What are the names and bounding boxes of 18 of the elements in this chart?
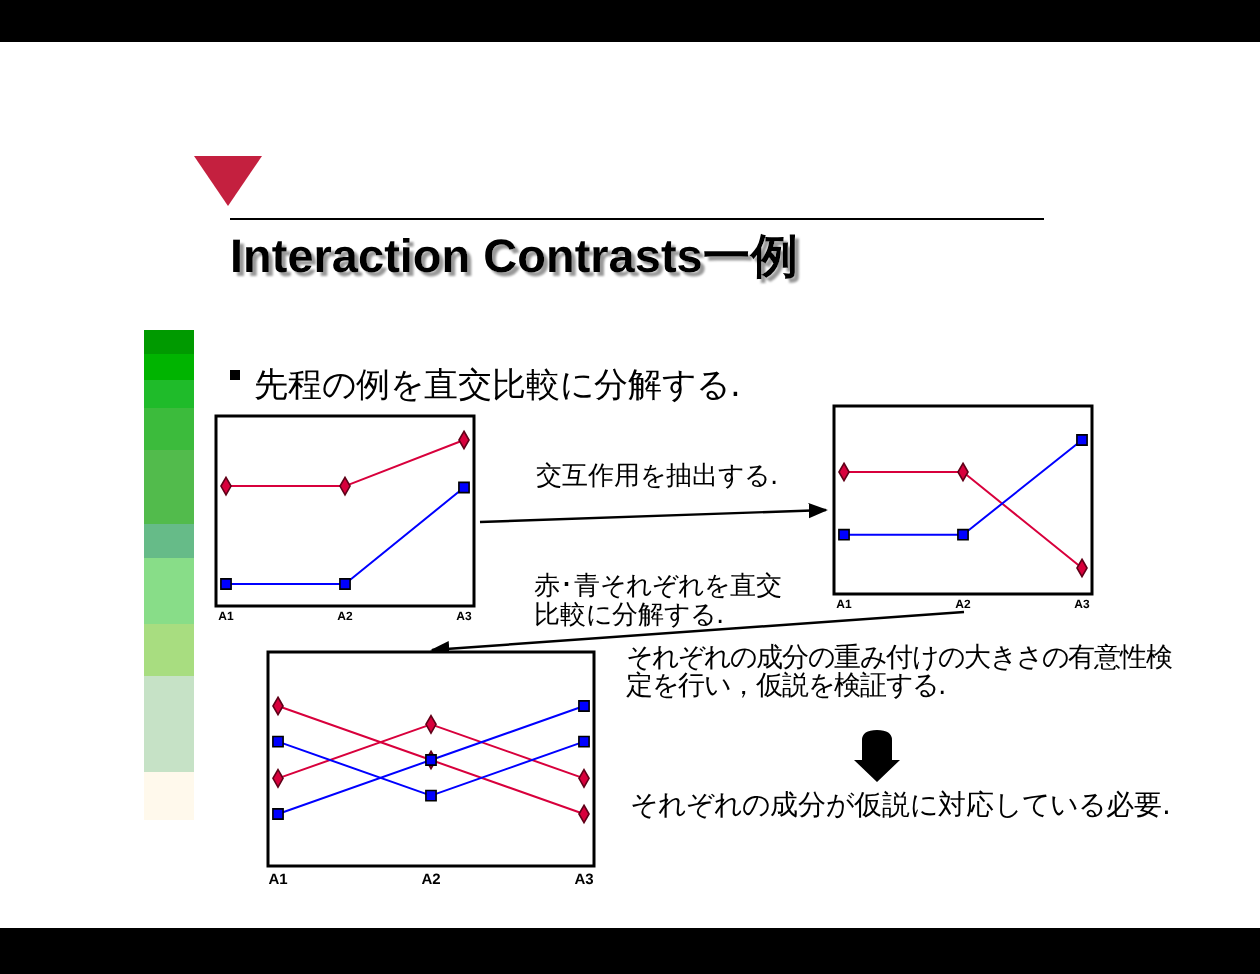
text: 赤･青それぞれを直交比較に分解する. xyxy=(534,570,782,631)
point xyxy=(272,735,284,748)
point xyxy=(272,808,284,820)
point xyxy=(425,754,437,766)
point xyxy=(578,735,590,748)
text: 先程の例を直交比較に分解する. xyxy=(254,366,741,406)
point xyxy=(458,481,470,494)
point xyxy=(957,528,969,541)
point xyxy=(339,578,351,590)
point xyxy=(1076,434,1088,446)
annotation: それぞれの成分が仮説に対応している必要. xyxy=(630,790,1171,822)
point xyxy=(425,789,437,802)
point xyxy=(838,528,850,541)
text: Interaction Contrasts一例 xyxy=(230,230,799,282)
point xyxy=(220,578,232,590)
point xyxy=(578,700,590,712)
text: それぞれの成分の重み付けの大きさの有意性検定を行い，仮説を検証する. xyxy=(626,644,1172,702)
text: 交互作用を抽出する. xyxy=(536,460,779,492)
